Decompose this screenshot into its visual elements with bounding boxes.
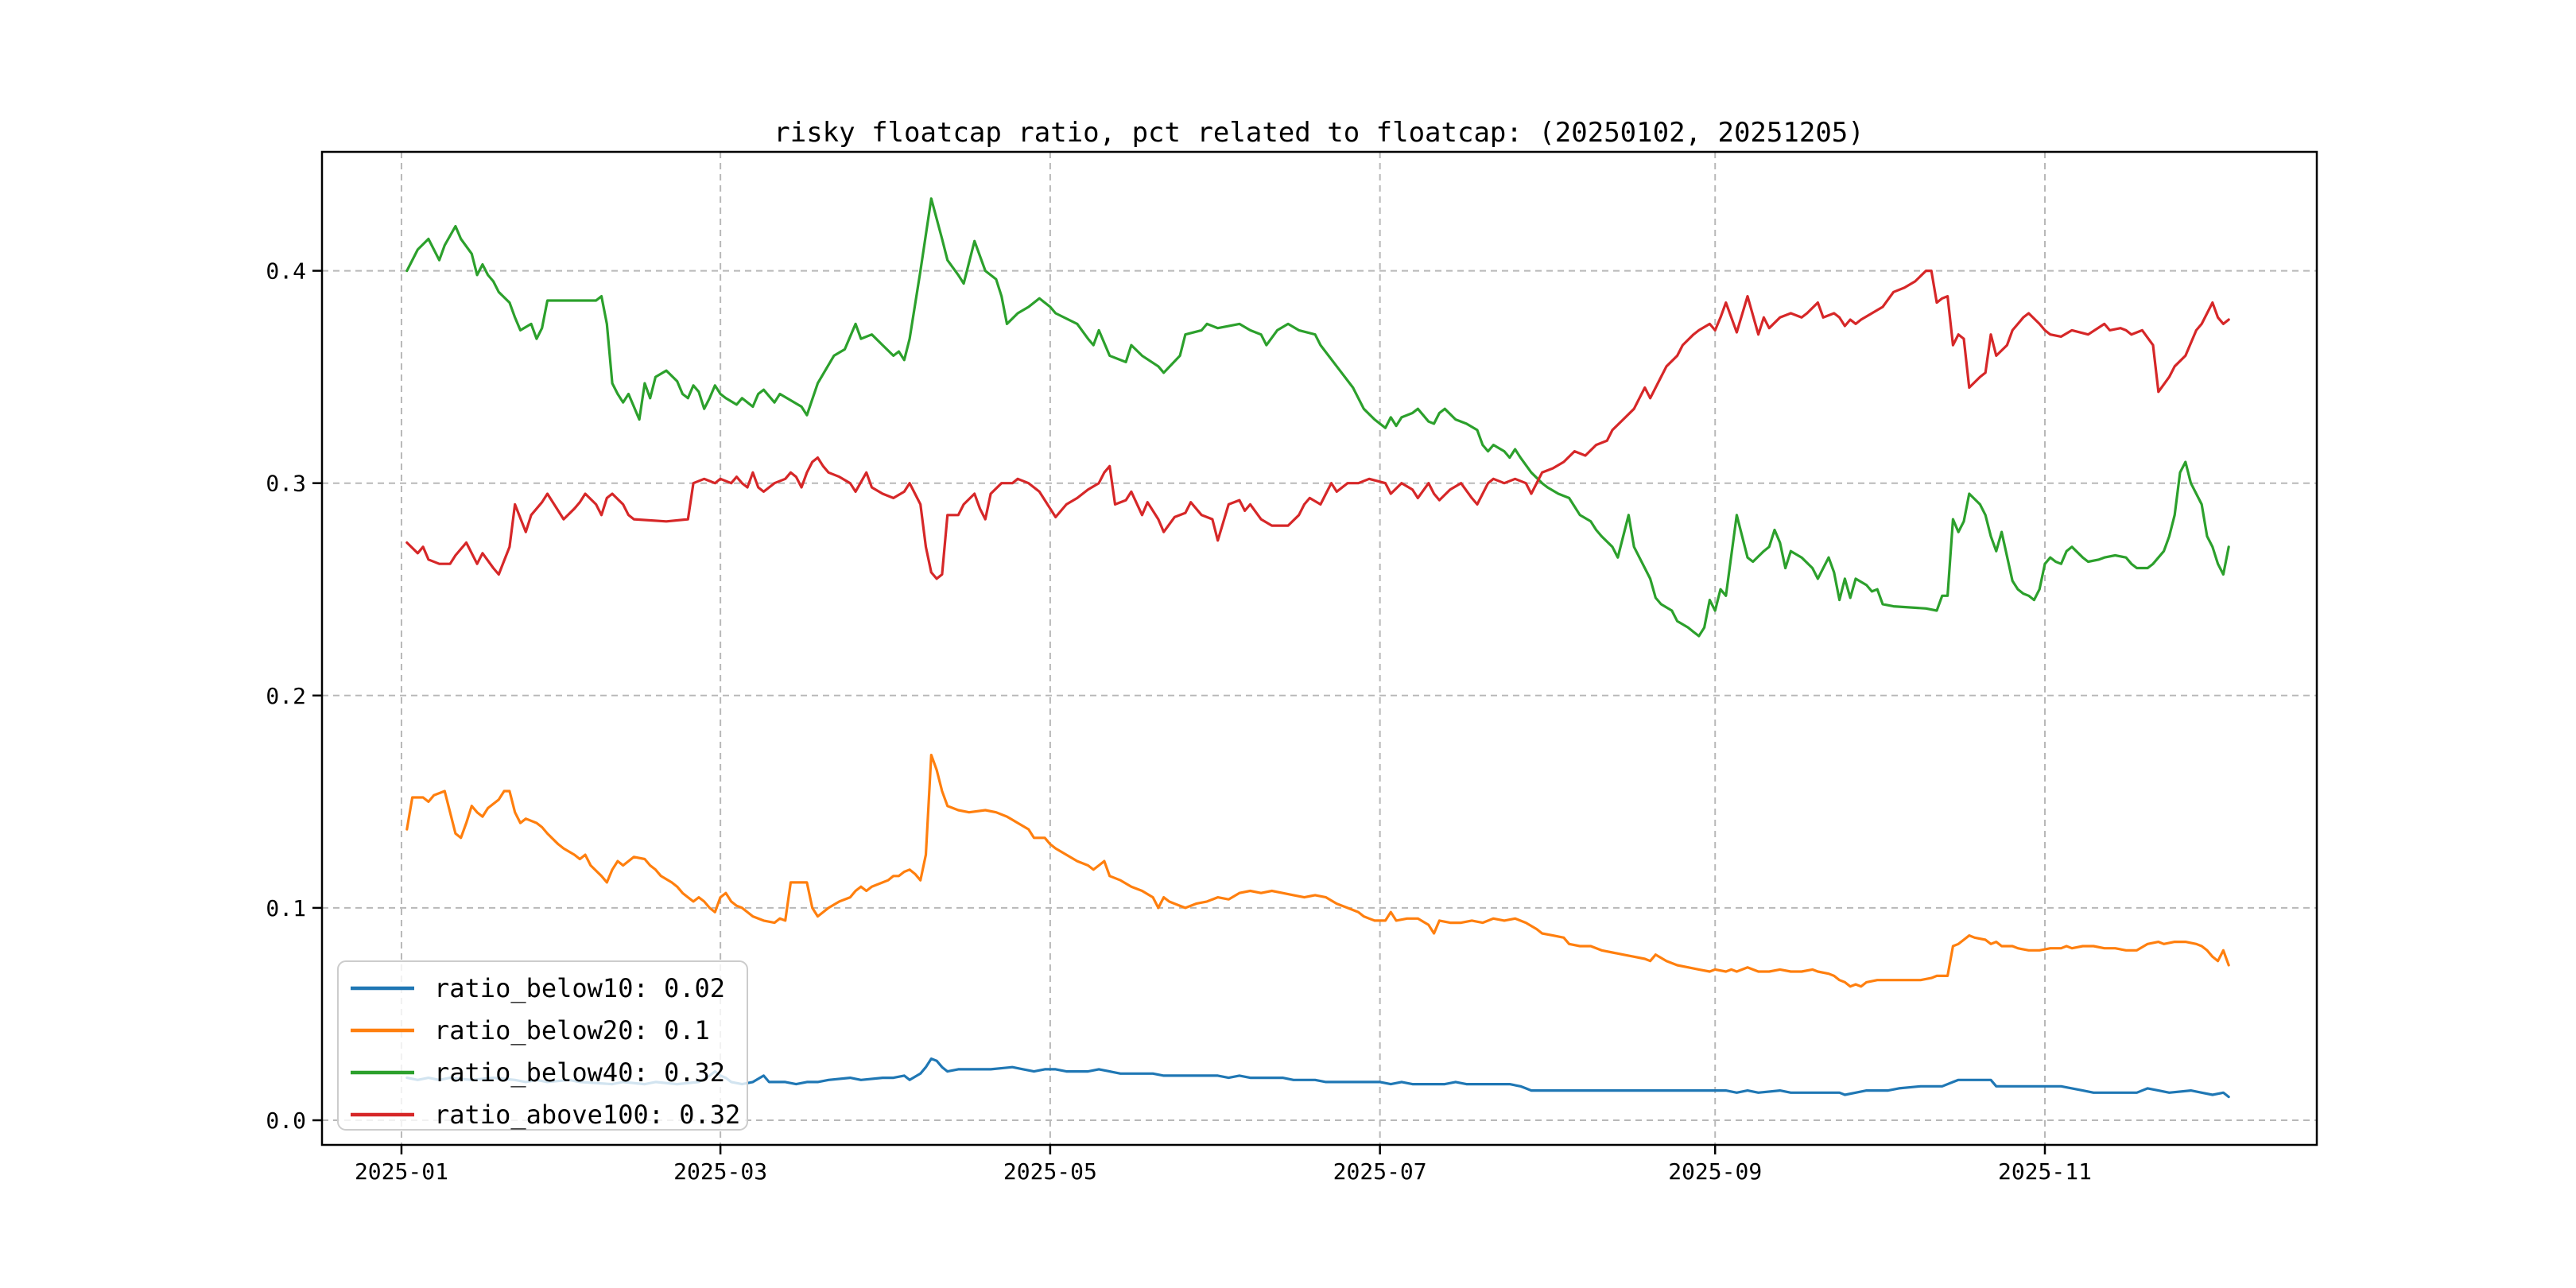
legend-label: ratio_below20: 0.1 xyxy=(434,1015,710,1046)
legend-item: ratio_above100: 0.32 xyxy=(351,1100,740,1130)
y-tick-label: 0.0 xyxy=(266,1108,306,1134)
x-tick-label: 2025-09 xyxy=(1668,1158,1762,1185)
legend-item: ratio_below10: 0.02 xyxy=(351,973,725,1003)
y-tick-label: 0.2 xyxy=(266,683,306,709)
x-tick-label: 2025-01 xyxy=(355,1158,448,1185)
legend-item: ratio_below40: 0.32 xyxy=(351,1057,725,1088)
x-tick-label: 2025-05 xyxy=(1003,1158,1097,1185)
legend-label: ratio_above100: 0.32 xyxy=(434,1100,740,1130)
series-line-ratio_above100 xyxy=(405,270,2230,580)
legend: ratio_below10: 0.02 ratio_below20: 0.1 r… xyxy=(337,960,748,1131)
legend-label: ratio_below10: 0.02 xyxy=(434,973,725,1003)
x-tick-label: 2025-03 xyxy=(673,1158,767,1185)
x-axis-tick-labels: 2025-01 2025-03 2025-05 2025-07 2025-09 … xyxy=(355,1158,2092,1185)
tick-marks-layer xyxy=(312,270,2046,1154)
x-tick-label: 2025-07 xyxy=(1333,1158,1427,1185)
x-tick-label: 2025-11 xyxy=(1998,1158,2092,1185)
y-tick-label: 0.3 xyxy=(266,471,306,497)
legend-label: ratio_below40: 0.32 xyxy=(434,1057,725,1088)
y-axis-tick-labels: 0.0 0.1 0.2 0.3 0.4 xyxy=(266,258,306,1134)
chart-title: risky floatcap ratio, pct related to flo… xyxy=(774,117,1864,149)
series-line-ratio_below20 xyxy=(405,753,2230,988)
legend-item: ratio_below20: 0.1 xyxy=(351,1015,710,1046)
legend-box xyxy=(337,960,748,1131)
y-tick-label: 0.4 xyxy=(266,258,306,285)
y-tick-label: 0.1 xyxy=(266,895,306,921)
series-line-ratio_below40 xyxy=(405,197,2230,638)
plot-spines xyxy=(320,150,2318,1146)
